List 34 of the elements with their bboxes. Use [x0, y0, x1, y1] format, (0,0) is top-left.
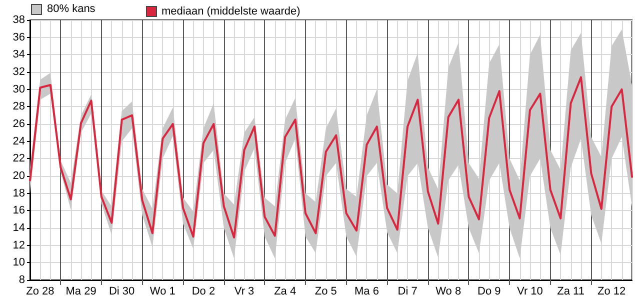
y-tick-label: 28 [12, 100, 25, 113]
y-tick-label: 22 [12, 152, 25, 165]
x-tick-label: Vr 10 [517, 286, 543, 298]
x-tick-label: Zo 28 [26, 286, 54, 298]
y-tick-label: 36 [12, 31, 25, 44]
y-tick-label: 24 [12, 135, 25, 148]
x-tick-label: Zo 5 [314, 286, 337, 298]
x-tick-label: Do 2 [192, 286, 216, 298]
legend-label: mediaan (middelste waarde) [162, 6, 300, 18]
y-tick-label: 8 [18, 274, 25, 286]
x-tick-label: Ma 29 [66, 286, 96, 298]
y-tick-label: 26 [12, 118, 25, 130]
x-tick-label: Ma 6 [354, 286, 379, 298]
x-tick-label: Za 11 [557, 286, 584, 298]
x-tick-label: Wo 8 [436, 286, 462, 298]
y-tick-label: 18 [12, 187, 25, 200]
x-tick-label: Di 7 [398, 286, 418, 298]
y-tick-label: 32 [12, 66, 25, 78]
y-tick-label: 38 [12, 14, 25, 26]
x-tick-label: Do 9 [478, 286, 501, 298]
x-tick-label: Vr 3 [234, 286, 254, 298]
y-tick-label: 12 [12, 239, 25, 252]
y-tick-label: 30 [12, 83, 25, 96]
y-tick-label: 14 [12, 222, 25, 234]
x-tick-label: Wo 1 [150, 286, 176, 298]
y-tick-label: 34 [12, 48, 25, 61]
x-tick-label: Zo 12 [598, 286, 626, 298]
y-tick-label: 20 [12, 170, 25, 182]
line-series [29, 76, 633, 239]
y-tick-label: 16 [12, 204, 25, 217]
text: 80% kans [47, 3, 96, 15]
x-tick-label: Di 30 [108, 286, 135, 298]
y-tick-label: 10 [12, 256, 25, 269]
x-tick-label: Za 4 [274, 286, 296, 298]
